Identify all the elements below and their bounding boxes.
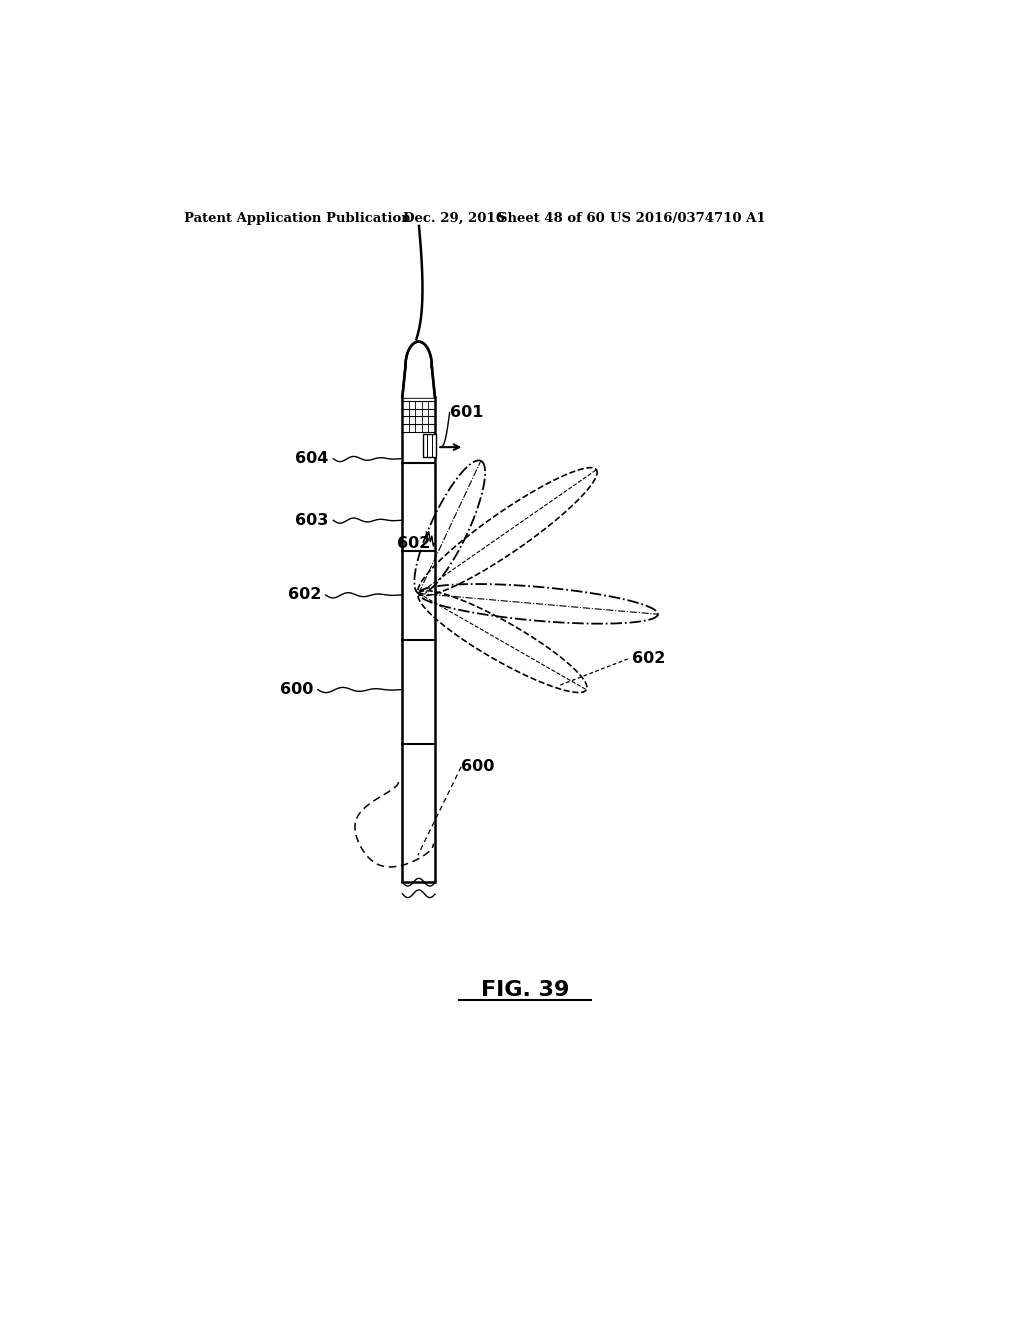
Text: 602: 602 [632, 651, 666, 667]
Text: 603: 603 [295, 512, 329, 528]
Polygon shape [402, 342, 435, 397]
Text: FIG. 39: FIG. 39 [480, 979, 569, 1001]
Text: 600: 600 [280, 682, 313, 697]
Text: Sheet 48 of 60: Sheet 48 of 60 [499, 213, 605, 224]
Bar [423, 434, 435, 457]
Text: Patent Application Publication: Patent Application Publication [183, 213, 411, 224]
Text: 604: 604 [295, 451, 329, 466]
Bar [402, 397, 435, 882]
Text: 602: 602 [397, 536, 430, 550]
Text: 600: 600 [461, 759, 495, 775]
Text: US 2016/0374710 A1: US 2016/0374710 A1 [610, 213, 766, 224]
Text: Dec. 29, 2016: Dec. 29, 2016 [403, 213, 505, 224]
Text: 602: 602 [288, 587, 321, 602]
Text: 601: 601 [450, 405, 483, 420]
